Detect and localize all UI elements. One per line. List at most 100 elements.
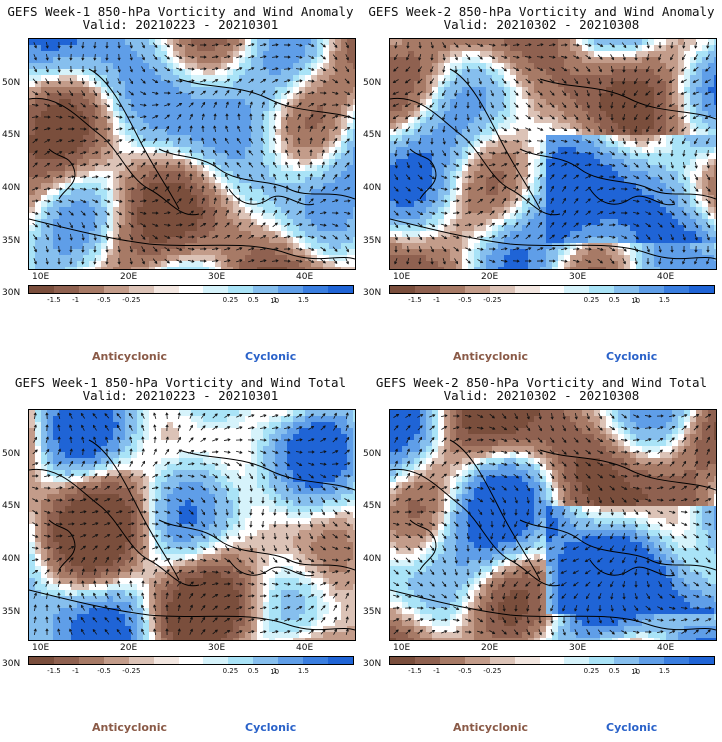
vorticity-cell [209,75,215,81]
vorticity-cell [125,177,131,183]
vorticity-cell [390,75,396,81]
vorticity-cell [71,99,77,105]
vorticity-cell [660,57,666,63]
vorticity-cell [600,39,606,45]
wind-arrowhead [311,79,315,83]
wind-arrowhead [119,212,123,216]
vorticity-cell [47,57,53,63]
vorticity-cell [317,51,323,57]
wind-arrowhead [178,114,182,118]
vorticity-cell [684,87,690,93]
wind-vector [284,102,290,108]
vorticity-cell [89,159,95,165]
vorticity-cell [239,39,245,45]
vorticity-cell [179,141,185,147]
vorticity-cell [672,87,678,93]
vorticity-cell [486,57,492,63]
vorticity-cell [402,39,408,45]
vorticity-cell [684,63,690,69]
wind-arrowhead [69,237,73,241]
vorticity-cell [215,159,221,165]
vorticity-cell [420,177,426,183]
wind-arrowhead [117,69,121,73]
vorticity-cell [167,93,173,99]
wind-vector [116,139,122,143]
wind-arrowhead [249,209,253,213]
vorticity-cell [287,69,293,75]
vorticity-cell [420,39,426,45]
vorticity-cell [251,237,257,243]
wind-arrowhead [34,236,38,241]
vorticity-cell [125,207,131,213]
vorticity-cell [269,267,275,269]
vorticity-cell [606,153,612,159]
vorticity-cell [414,183,420,189]
wind-vector [46,257,48,265]
vorticity-cell [293,171,299,177]
vorticity-cell [474,123,480,129]
vorticity-cell [630,183,636,189]
vorticity-cell [696,45,702,51]
vorticity-cell [83,249,89,255]
vorticity-cell [564,135,570,141]
vorticity-cell [65,189,71,195]
vorticity-cell [203,75,209,81]
wind-vector [284,79,290,83]
wind-vector [153,162,157,168]
vorticity-cell [594,69,600,75]
wind-vector [31,104,39,106]
vorticity-cell [203,153,209,159]
vorticity-cell [702,141,708,147]
vorticity-cell [317,213,323,219]
vorticity-cell [101,105,107,111]
vorticity-cell [335,177,341,183]
vorticity-cell [648,183,654,189]
vorticity-cell [41,159,47,165]
vorticity-cell [474,141,480,147]
vorticity-cell [353,117,355,123]
vorticity-cell [606,213,612,219]
vorticity-cell [540,159,546,165]
colorbar-swatch [128,286,154,293]
wind-arrowhead [95,127,99,131]
wind-vector [80,151,86,155]
vorticity-cell [642,57,648,63]
vorticity-cell [107,243,113,249]
wind-vector [116,151,122,155]
vorticity-cell [396,39,402,45]
vorticity-cell [612,207,618,213]
vorticity-cell [65,165,71,171]
vorticity-cell [329,81,335,87]
vorticity-cell [41,129,47,135]
vorticity-cell [402,135,408,141]
vorticity-cell [221,225,227,231]
vorticity-cell [329,63,335,69]
vorticity-cell [480,195,486,201]
vorticity-cell [353,141,355,147]
vorticity-cell [558,165,564,171]
vorticity-cell [570,75,576,81]
vorticity-cell [678,153,684,159]
vorticity-cell [486,147,492,153]
wind-arrowhead [167,103,171,107]
vorticity-cell [173,243,179,249]
vorticity-cell [29,147,35,153]
vorticity-cell [215,231,221,237]
vorticity-cell [305,63,311,69]
vorticity-cell [221,177,227,183]
wind-arrowhead [155,80,159,84]
vorticity-cell [672,225,678,231]
wind-arrowhead [154,56,158,60]
wind-vector [320,79,326,83]
wind-vector [152,199,158,203]
wind-vector [224,162,230,168]
vorticity-cell [552,141,558,147]
vorticity-cell [269,201,275,207]
vorticity-cell [83,111,89,117]
vorticity-cell [696,117,702,123]
vorticity-cell [606,171,612,177]
vorticity-cell [396,153,402,159]
vorticity-cell [59,45,65,51]
vorticity-cell [29,177,35,183]
vorticity-cell [654,111,660,117]
